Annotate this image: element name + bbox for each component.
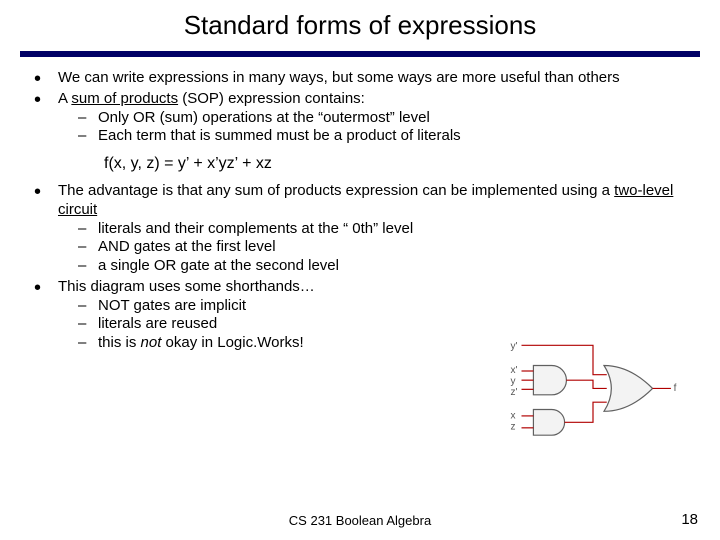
footer-course: CS 231 Boolean Algebra [0, 513, 720, 528]
bullet-3a: literals and their complements at the “ … [78, 220, 692, 239]
bullet-2a: Only OR (sum) operations at the “outermo… [78, 109, 692, 128]
bullet-4c: this is not okay in Logic.Works! [78, 334, 494, 353]
page-number: 18 [681, 511, 698, 528]
svg-text:z: z [511, 422, 516, 433]
bullet-4: This diagram uses some shorthands… NOT g… [34, 278, 494, 353]
svg-text:y': y' [511, 341, 518, 352]
svg-text:f: f [674, 383, 677, 394]
svg-text:x': x' [511, 365, 518, 376]
circuit-diagram: y' x'yz' xz f [498, 338, 688, 448]
bullet-1: We can write expressions in many ways, b… [34, 69, 692, 88]
bullet-3: The advantage is that any sum of product… [34, 182, 692, 276]
bullet-2b: Each term that is summed must be a produ… [78, 127, 692, 146]
page-title: Standard forms of expressions [0, 10, 720, 41]
bullet-4a: NOT gates are implicit [78, 297, 494, 316]
bullet-3c: a single OR gate at the second level [78, 257, 692, 276]
svg-text:y: y [511, 376, 517, 387]
bullet-4b: literals are reused [78, 315, 494, 334]
svg-text:x: x [511, 411, 516, 422]
formula: f(x, y, z) = y’ + x’yz’ + xz [104, 154, 692, 174]
bullet-2: A sum of products (SOP) expression conta… [34, 90, 692, 146]
svg-text:z': z' [511, 387, 518, 398]
slide-body: We can write expressions in many ways, b… [0, 57, 720, 353]
bullet-3b: AND gates at the first level [78, 238, 692, 257]
